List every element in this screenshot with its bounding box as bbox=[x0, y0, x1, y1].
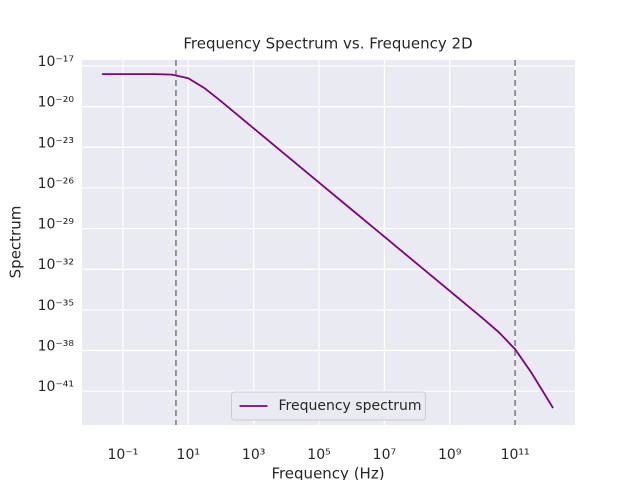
y-tick-label: 10⁻²³ bbox=[38, 135, 74, 151]
y-tick-label: 10⁻⁴¹ bbox=[38, 379, 74, 395]
x-tick-label: 10¹ bbox=[177, 447, 200, 463]
y-axis-title: Spectrum bbox=[7, 206, 25, 279]
legend-label: Frequency spectrum bbox=[279, 398, 422, 414]
x-tick-label: 10⁷ bbox=[373, 447, 396, 463]
x-axis-title: Frequency (Hz) bbox=[271, 465, 384, 480]
x-tick-label: 10⁹ bbox=[438, 447, 462, 463]
y-tick-label: 10⁻²⁹ bbox=[38, 217, 75, 233]
legend-box bbox=[231, 391, 426, 421]
y-tick-label: 10⁻²⁶ bbox=[38, 176, 75, 192]
y-tick-label: 10⁻³⁸ bbox=[38, 339, 75, 355]
y-tick-label: 10⁻¹⁷ bbox=[38, 54, 74, 70]
y-tick-label: 10⁻³² bbox=[38, 257, 74, 273]
y-tick-label: 10⁻³⁵ bbox=[38, 298, 74, 314]
x-tick-label: 10⁻¹ bbox=[107, 447, 138, 463]
x-tick-label: 10¹¹ bbox=[501, 447, 530, 463]
chart-title: Frequency Spectrum vs. Frequency 2D bbox=[183, 35, 472, 53]
y-tick-label: 10⁻²⁰ bbox=[38, 95, 75, 111]
line-series bbox=[102, 73, 554, 409]
plot-area bbox=[82, 60, 575, 425]
x-tick-label: 10⁵ bbox=[307, 447, 330, 463]
x-tick-label: 10³ bbox=[242, 447, 265, 463]
